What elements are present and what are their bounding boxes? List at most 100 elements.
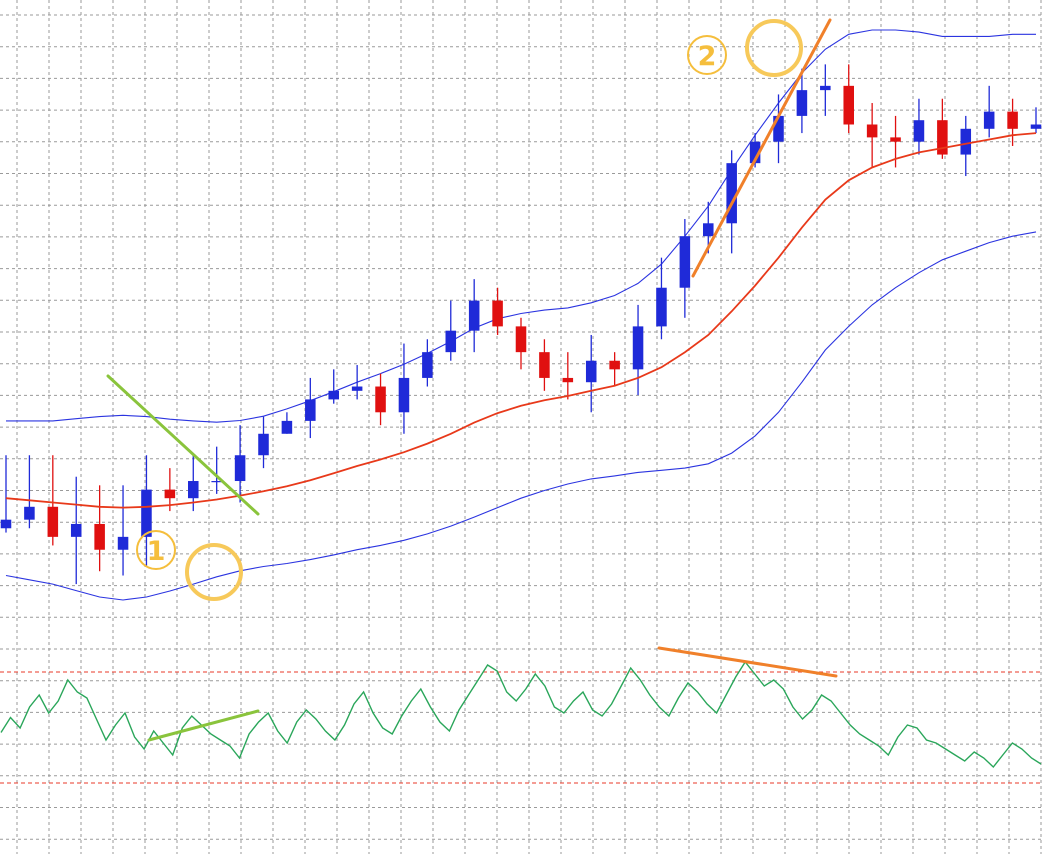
candle-body	[960, 128, 972, 155]
candle	[70, 476, 82, 585]
marker-1-ring	[136, 530, 176, 570]
candle	[234, 425, 246, 503]
candle-body	[351, 386, 363, 391]
candle	[913, 98, 925, 155]
bollinger-upper	[6, 29, 1036, 423]
candle-body	[422, 352, 433, 378]
candle-body	[188, 481, 199, 499]
candle	[305, 377, 316, 439]
candle-body	[515, 326, 527, 353]
oscillator-trendline-2	[657, 646, 838, 678]
candle-body	[703, 223, 714, 237]
candle-body	[258, 433, 269, 456]
candle	[796, 68, 808, 134]
candle-body	[117, 536, 129, 550]
candle-body	[1030, 124, 1042, 129]
candle-body	[94, 523, 105, 550]
price-trendline-1	[106, 374, 260, 516]
candle	[281, 412, 293, 434]
candle	[820, 64, 831, 116]
candle	[983, 85, 995, 138]
candle	[117, 485, 129, 576]
candle-body	[656, 287, 667, 327]
candle	[258, 416, 269, 469]
candle	[562, 352, 574, 400]
candle	[843, 64, 854, 134]
marker-1-label: 1	[147, 536, 166, 567]
candle-body	[773, 115, 784, 142]
candle	[632, 304, 644, 396]
candle	[468, 279, 480, 353]
candle-body	[281, 420, 293, 434]
oscillator-trendline-1	[147, 709, 260, 742]
candle	[960, 115, 972, 177]
candle-body	[679, 236, 691, 288]
candle	[1030, 107, 1042, 134]
candle-body	[796, 90, 808, 116]
candle-body	[445, 330, 457, 353]
candle	[492, 287, 503, 335]
candle	[773, 94, 784, 164]
candle	[515, 317, 527, 370]
oscillator-levels	[0, 671, 1042, 784]
candle-body	[749, 141, 761, 164]
bollinger-bands	[5, 29, 1037, 601]
candle	[445, 300, 457, 361]
candle	[351, 365, 363, 400]
candle-body	[24, 506, 35, 520]
candle-body	[70, 523, 82, 537]
candle-body	[983, 111, 995, 129]
marker-2-label: 2	[698, 41, 717, 72]
candle	[375, 373, 386, 426]
candle	[585, 334, 597, 413]
candle	[539, 339, 550, 391]
moving-average	[5, 132, 1037, 509]
candle	[656, 257, 667, 340]
candle-body	[141, 489, 152, 537]
candle-body	[492, 300, 503, 327]
candle-body	[937, 120, 948, 155]
candle	[47, 455, 59, 546]
candle	[398, 343, 410, 434]
candle-body	[585, 360, 597, 383]
candle-body	[726, 163, 737, 224]
candle-body	[328, 390, 339, 400]
candle-body	[468, 300, 480, 331]
candle	[679, 218, 691, 318]
marker-2-ring	[687, 35, 727, 75]
candle-body	[164, 489, 176, 499]
candle-body	[375, 386, 386, 413]
candle-body	[609, 360, 620, 370]
candle	[866, 103, 878, 168]
candle-body	[890, 137, 901, 142]
candle-body	[913, 120, 925, 142]
moving-average-line	[5, 132, 1037, 509]
candle	[937, 98, 948, 159]
candle	[94, 485, 105, 572]
candle-body	[0, 519, 12, 529]
candle	[164, 468, 176, 512]
candle-body	[820, 85, 831, 91]
marker-circle-1	[185, 543, 243, 601]
candle-body	[562, 377, 574, 383]
oscillator-line	[0, 660, 1042, 769]
candle	[609, 352, 620, 387]
candle-body	[866, 124, 878, 138]
candle-body	[234, 455, 246, 482]
candlesticks	[0, 64, 1042, 585]
candle-body	[305, 399, 316, 421]
candle	[0, 455, 12, 533]
bollinger-lower	[5, 231, 1037, 601]
candle	[24, 455, 35, 529]
candle-body	[47, 506, 59, 537]
candle	[211, 446, 222, 494]
candle-body	[539, 352, 550, 378]
candle-body	[843, 85, 854, 125]
marker-circle-2	[745, 19, 803, 77]
candle-body	[211, 481, 222, 483]
candle-body	[398, 377, 410, 413]
candle-body	[1007, 111, 1018, 129]
oscillator	[0, 660, 1042, 769]
